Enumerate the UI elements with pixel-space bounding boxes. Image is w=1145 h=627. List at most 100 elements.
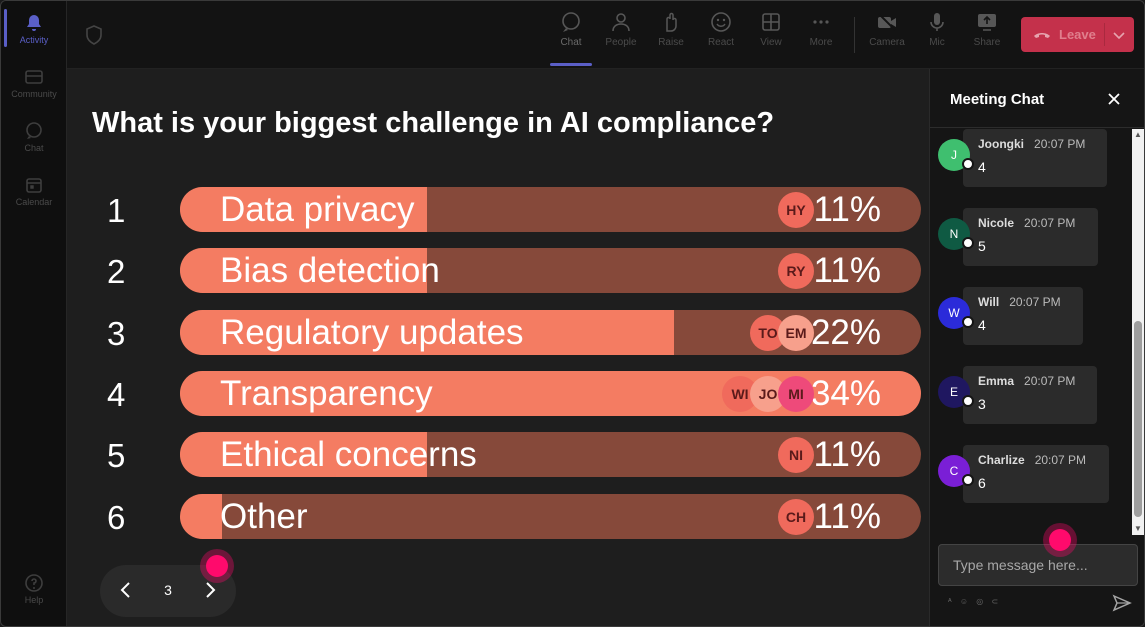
poll-option-number: 5 xyxy=(107,437,126,475)
rail-label-activity: Activity xyxy=(19,35,49,45)
mic-button[interactable]: Mic xyxy=(912,11,962,48)
chat-timestamp: 20:07 PM xyxy=(1024,216,1076,230)
chat-sender-name: Will xyxy=(978,295,1000,309)
shield-icon[interactable] xyxy=(85,25,103,45)
poll-option-row[interactable]: 3 Regulatory updates TO EM 22% xyxy=(67,309,929,356)
page-number: 3 xyxy=(164,582,172,598)
chevron-right-icon[interactable] xyxy=(200,579,220,601)
poll-option-bar[interactable]: Bias detection RY 11% xyxy=(180,248,921,294)
poll-option-label: Other xyxy=(220,496,308,536)
chat-message: Charlize 20:07 PM 6 C xyxy=(938,445,1109,509)
poll-stage: What is your biggest challenge in AI com… xyxy=(67,69,929,626)
poll-option-bar[interactable]: Data privacy HY 11% xyxy=(180,187,921,232)
rail-item-activity[interactable]: Activity xyxy=(1,13,67,45)
chat-message-bubble[interactable]: Will 20:07 PM 4 xyxy=(963,287,1083,345)
chat-message-text: 4 xyxy=(978,159,986,175)
chat-message-input[interactable] xyxy=(938,544,1138,586)
share-button[interactable]: Share xyxy=(962,11,1012,48)
rail-item-help[interactable]: Help xyxy=(1,573,67,605)
chevron-left-icon[interactable] xyxy=(116,579,136,601)
poll-option-row[interactable]: 6 Other CH 11% xyxy=(67,493,929,540)
poll-option-percent: 34% xyxy=(810,373,881,413)
chat-button-label: Chat xyxy=(560,37,582,48)
poll-option-number: 1 xyxy=(107,192,126,229)
more-label: More xyxy=(809,37,833,48)
left-rail: Activity Community Chat Calendar Help xyxy=(1,1,67,626)
scroll-up-arrow-icon[interactable]: ▲ xyxy=(1134,130,1142,139)
poll-option-label: Regulatory updates xyxy=(220,312,524,352)
chat-scrollbar-thumb[interactable] xyxy=(1134,321,1142,517)
scroll-down-arrow-icon[interactable]: ▼ xyxy=(1134,524,1142,533)
chat-message: Will 20:07 PM 4 W xyxy=(938,287,1108,351)
poll-option-number: 3 xyxy=(107,314,126,352)
chat-message-bubble[interactable]: Joongki 20:07 PM 4 xyxy=(963,129,1107,187)
poll-option-row[interactable]: 4 Transparency WI JO MI 34% xyxy=(67,370,929,417)
view-button[interactable]: View xyxy=(746,11,796,48)
poll-option-fill xyxy=(180,432,427,478)
rail-label-help: Help xyxy=(24,595,44,605)
chat-message: Joongki 20:07 PM 4 J xyxy=(938,129,1108,193)
active-tab-indicator xyxy=(550,63,592,66)
leave-button[interactable]: Leave xyxy=(1021,17,1134,52)
chat-message: Nicole 20:07 PM 5 N xyxy=(938,208,1108,272)
voter-avatar: CH xyxy=(778,498,814,535)
chat-message-bubble[interactable]: Nicole 20:07 PM 5 xyxy=(963,208,1098,266)
chat-panel-title: Meeting Chat xyxy=(950,91,1045,108)
people-button[interactable]: People xyxy=(596,11,646,48)
poll-option-percent: 11% xyxy=(813,496,881,536)
poll-option-bar[interactable]: Transparency WI JO MI 34% xyxy=(180,370,921,416)
poll-option-number: 2 xyxy=(107,253,126,291)
voter-avatar: MI xyxy=(778,375,814,412)
chat-sender-name: Charlize xyxy=(978,453,1025,467)
poll-option-number: 4 xyxy=(107,375,126,413)
chat-sender-name: Emma xyxy=(978,374,1015,388)
poll-option-percent: 11% xyxy=(813,190,881,229)
poll-option-row[interactable]: 1 Data privacy HY 11% xyxy=(67,187,929,233)
react-button[interactable]: React xyxy=(696,11,746,48)
voter-avatar: EM xyxy=(778,314,814,351)
cursor-highlight-dot xyxy=(1049,529,1071,551)
poll-option-number: 6 xyxy=(107,498,126,536)
poll-option-percent: 11% xyxy=(813,251,881,291)
chevron-down-icon[interactable] xyxy=(1111,27,1127,43)
more-button[interactable]: More xyxy=(796,11,846,48)
react-label: React xyxy=(707,37,735,48)
phone-hangup-icon xyxy=(1034,33,1050,38)
share-screen-icon xyxy=(978,14,996,31)
chat-button[interactable]: Chat xyxy=(546,11,596,48)
raise-hand-button[interactable]: Raise xyxy=(646,11,696,48)
leave-label: Leave xyxy=(1059,27,1096,42)
voter-avatar: NI xyxy=(778,437,814,474)
calendar-icon xyxy=(26,178,42,193)
rail-item-calendar[interactable]: Calendar xyxy=(1,175,67,207)
format-options-icon[interactable]: ᴬ ☺ ◎ ⊂ xyxy=(948,597,1002,606)
chat-header-divider xyxy=(930,127,1144,128)
poll-option-fill xyxy=(180,309,674,355)
poll-option-fill xyxy=(180,187,427,232)
chat-message-bubble[interactable]: Emma 20:07 PM 3 xyxy=(963,366,1097,424)
poll-option-bar[interactable]: Ethical concerns NI 11% xyxy=(180,432,921,478)
share-label: Share xyxy=(973,37,1001,48)
poll-option-row[interactable]: 5 Ethical concerns NI 11% xyxy=(67,432,929,478)
hand-icon xyxy=(666,12,677,32)
poll-option-fill xyxy=(180,248,427,294)
community-icon xyxy=(25,70,43,84)
voter-avatar: RY xyxy=(778,253,814,290)
chat-message-bubble[interactable]: Charlize 20:07 PM 6 xyxy=(963,445,1109,503)
poll-option-fill xyxy=(180,493,223,539)
poll-option-bar[interactable]: Regulatory updates TO EM 22% xyxy=(180,309,921,355)
mic-label: Mic xyxy=(929,37,945,48)
rail-item-chat[interactable]: Chat xyxy=(1,121,67,153)
poll-option-bar[interactable]: Other CH 11% xyxy=(180,493,921,539)
poll-option-row[interactable]: 2 Bias detection RY 11% xyxy=(67,248,929,294)
rail-item-community[interactable]: Community xyxy=(1,67,67,99)
poll-option-percent: 22% xyxy=(810,312,881,352)
chat-sender-name: Nicole xyxy=(978,216,1015,230)
close-icon[interactable] xyxy=(1106,91,1122,107)
send-icon[interactable] xyxy=(1112,593,1132,613)
cursor-highlight-dot xyxy=(206,555,228,577)
camera-button[interactable]: Camera xyxy=(862,11,912,48)
chat-timestamp: 20:07 PM xyxy=(1034,453,1087,467)
view-label: View xyxy=(760,37,782,48)
